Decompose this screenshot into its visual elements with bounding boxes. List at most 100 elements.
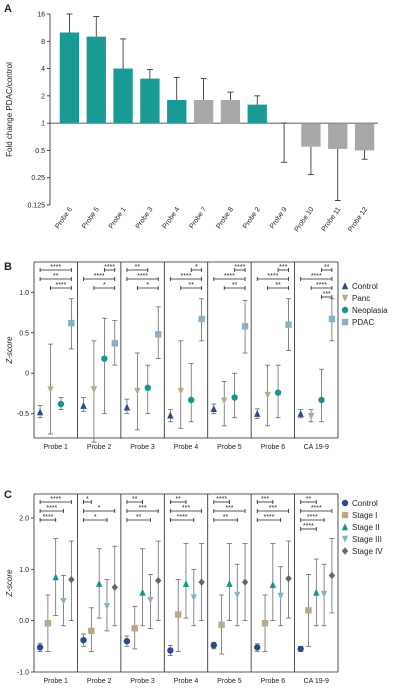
panel-b-point-panc: [47, 386, 54, 394]
panel-c-point-control: [123, 637, 131, 645]
panel-b-y-tick-label: 0: [25, 371, 29, 378]
panel-c-x-tick-label: Probe 1: [43, 678, 68, 685]
panel-c-point-control: [210, 642, 217, 649]
panel-a-y-tick-label: 4: [41, 66, 45, 73]
panel-c-point-stage-i: [218, 621, 225, 628]
panel-a-y-tick-label: 2: [41, 93, 45, 100]
panel-b-significance-label: ****: [137, 273, 148, 280]
panel-a-x-tick-label: Probe 11: [321, 206, 343, 233]
panel-b-x-tick-label: Probe 5: [217, 444, 242, 451]
panel-a-bar: [59, 32, 80, 124]
panel-b-point-panc: [307, 412, 315, 420]
panel-c-significance-label: ****: [42, 514, 53, 521]
panel-c-point-stage-iii: [277, 592, 284, 600]
panel-b-point-control: [36, 408, 44, 416]
panel-c-legend-label: Stage I: [352, 511, 377, 520]
panel-c-point-stage-ii: [95, 579, 103, 587]
panel-b-point-neoplasia: [318, 396, 325, 404]
panel-b-point-neoplasia: [188, 396, 195, 404]
panel-c-point-stage-ii: [139, 588, 146, 596]
panel-b-point-control: [80, 401, 87, 409]
panel-c-legend-label: Stage III: [352, 535, 382, 544]
panel-a-x-tick-label: Probe 2: [242, 206, 262, 230]
panel-b-point-pdac: [68, 319, 75, 327]
panel-b-point-panc: [134, 387, 141, 395]
panel-c-significance-label: ***: [138, 505, 146, 512]
panel-a-bar: [86, 36, 106, 124]
panel-c-point-stage-iv: [198, 578, 205, 586]
panel-b-y-tick-label: -0.5: [17, 411, 29, 418]
panel-c-significance-label: ****: [216, 496, 227, 503]
panel-c-significance-label: **: [132, 496, 138, 503]
panel-b-significance-label: ****: [181, 273, 192, 280]
panel-b-significance-label: ****: [267, 273, 278, 280]
panel-c-point-stage-i: [305, 607, 312, 614]
panel-c-significance-label: *: [98, 505, 101, 512]
panel-a-x-tick-label: Probe 5: [81, 206, 101, 230]
panel-b-y-tick-label: 1.0: [19, 290, 29, 297]
panel-a-x-tick-label: Probe 6: [54, 206, 74, 230]
panel-b-point-panc: [264, 391, 271, 399]
panel-b-significance-label: ***: [323, 291, 331, 298]
panel-c-point-stage-i: [44, 620, 52, 627]
panel-c-y-tick-label: 0.0: [19, 618, 29, 625]
panel-c-significance-label: ***: [261, 496, 269, 503]
panel-c-point-control: [167, 647, 174, 654]
panel-a-fold-change-bar-chart: A 16 8 4 2 1 0.5 0.25 0.125 Probe 6 Probe 5 Probe 1…: [4, 3, 378, 233]
panel-a-x-tick-label: Probe 1: [108, 206, 128, 230]
panel-c-point-stage-ii: [52, 573, 59, 581]
panel-c-significance-label: **: [136, 514, 142, 521]
panel-c-legend-label: Stage IV: [352, 547, 383, 556]
panel-c-significance-label: ****: [177, 514, 188, 521]
panel-c-point-stage-iii: [147, 596, 154, 604]
panel-c-x-tick-label: Probe 6: [261, 678, 286, 685]
panel-b-point-panc: [177, 387, 184, 395]
panel-b-significance-label: ****: [311, 273, 322, 280]
panel-b-point-neoplasia: [101, 355, 108, 362]
panel-b-point-neoplasia: [144, 384, 151, 392]
panel-b-point-pdac: [328, 315, 336, 323]
panel-a-x-tick-label: Probe 4: [162, 206, 182, 230]
panel-c-point-stage-ii: [182, 579, 190, 587]
panel-b-x-tick-label: Probe 3: [130, 444, 155, 451]
panel-c-point-stage-ii: [226, 579, 233, 587]
panel-c-legend-marker: [341, 535, 349, 543]
panel-a-y-tick-label: 0.5: [35, 148, 45, 155]
panel-b-point-control: [123, 403, 131, 411]
panel-b-x-tick-label: Probe 4: [174, 444, 199, 451]
panel-b-point-control: [254, 410, 261, 417]
panel-c-significance-label: ****: [307, 514, 318, 521]
panel-c-significance-label: **: [175, 496, 181, 503]
panel-b-significance-label: ***: [279, 264, 287, 271]
panel-c-point-stage-iv: [328, 571, 336, 580]
panel-b-legend-label: Control: [352, 282, 378, 291]
panel-a-bar: [328, 123, 348, 149]
panel-b-x-tick-label: Probe 2: [87, 444, 112, 451]
panel-b-x-tick-label: CA 19-9: [304, 444, 329, 451]
panel-a-x-tick-label: Probe 12: [347, 206, 369, 233]
panel-a-x-tick-label: Probe 7: [188, 206, 208, 230]
panel-c-point-control: [254, 644, 261, 651]
panel-b-letter: B: [4, 261, 12, 273]
panel-b-significance-label: **: [53, 273, 59, 280]
panel-b-significance-label: **: [232, 282, 238, 289]
panel-c-legend-label: Control: [352, 499, 378, 508]
panel-b-point-control: [210, 405, 217, 413]
panel-a-y-tick-label: 8: [41, 39, 45, 46]
panel-c-x-tick-label: Probe 5: [217, 678, 242, 685]
panel-b-point-pdac: [111, 340, 118, 347]
panel-c-legend-label: Stage II: [352, 523, 380, 532]
panel-c-x-tick-label: Probe 2: [87, 678, 112, 685]
panel-b-significance-label: ****: [55, 282, 66, 289]
panel-a-bar: [193, 100, 214, 124]
panel-b-point-pdac: [285, 321, 292, 328]
panel-c-point-stage-iii: [234, 591, 241, 599]
panel-b-significance-label: ****: [104, 264, 115, 271]
panel-c-point-stage-i: [131, 625, 138, 632]
panel-a-x-tick-label: Probe 10: [294, 206, 316, 233]
panel-a-y-tick-label: 1: [41, 121, 45, 128]
panel-b-point-pdac: [198, 315, 205, 323]
panel-c-y-tick-label: -1.0: [17, 670, 29, 677]
